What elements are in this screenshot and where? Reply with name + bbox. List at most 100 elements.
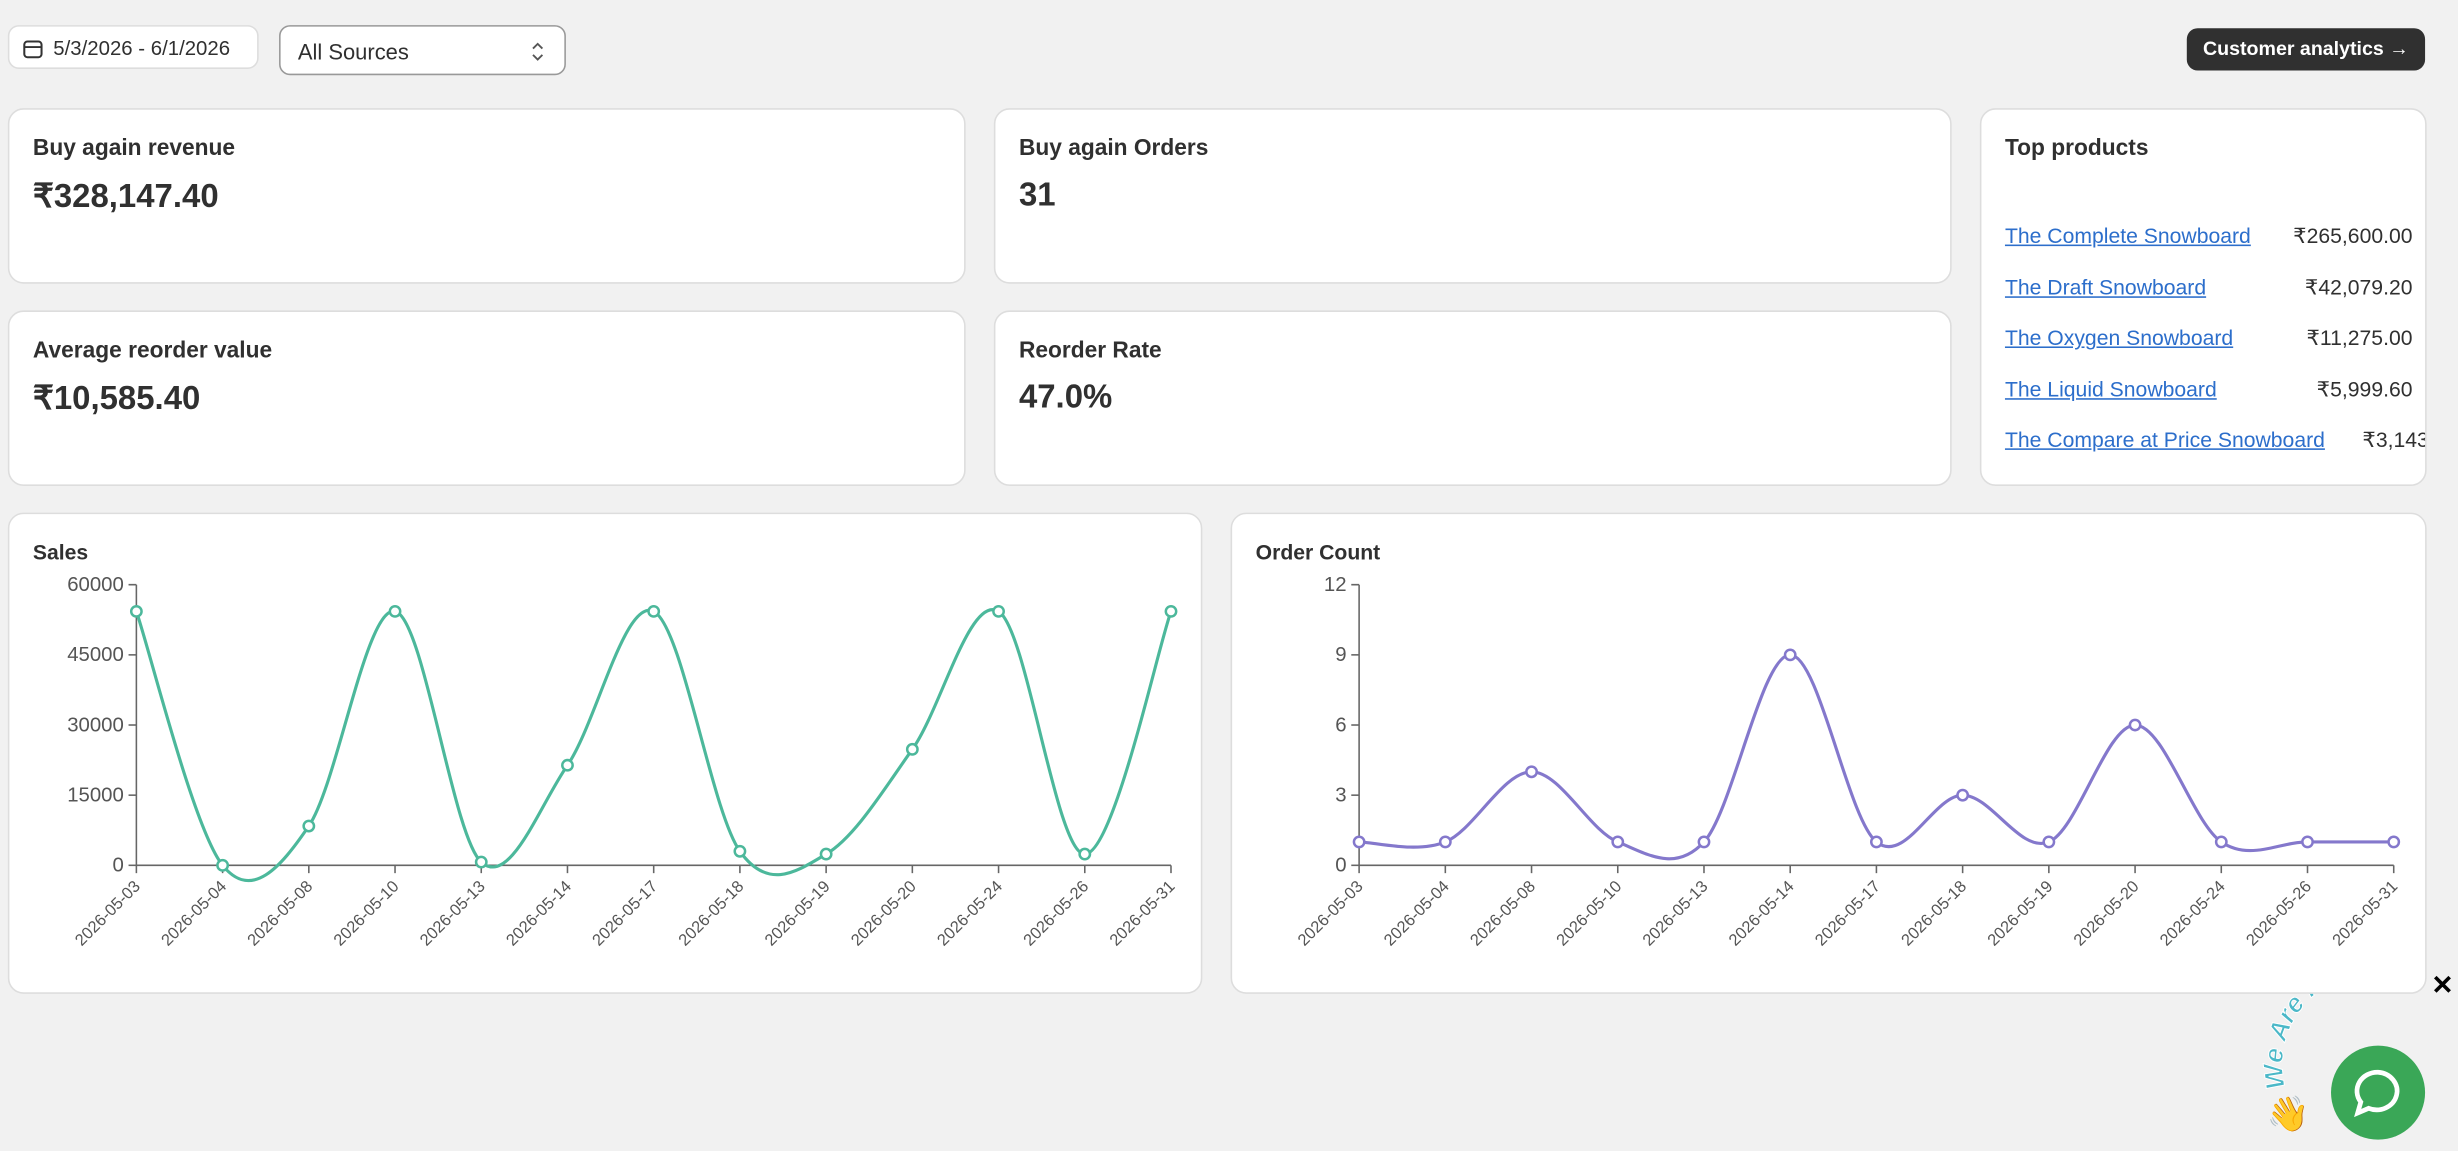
date-range: 5/3/2026 - 6/1/2026	[53, 36, 231, 60]
point	[1869, 835, 1883, 849]
source-label: All Sources	[297, 39, 409, 65]
metric-card: Average reorder value ₹10,585.40	[7, 310, 966, 486]
product-link[interactable]: The Draft Snowboard	[2004, 275, 2207, 299]
x-tick-label: 2026-05-20	[2070, 877, 2142, 949]
top-products-card: Top products The Complete Snowboard ₹265,…	[1979, 108, 2427, 486]
product-link[interactable]: The Complete Snowboard	[2004, 224, 2251, 248]
product-revenue: ₹265,600.00	[2293, 224, 2413, 248]
customer-analytics-button[interactable]: Customer analytics →	[2186, 28, 2426, 71]
product-link[interactable]: The Liquid Snowboard	[2004, 377, 2217, 401]
x-tick-label: 2026-05-26	[2243, 877, 2315, 949]
x-tick-label: 2026-05-14	[1726, 877, 1798, 949]
metric-value: 31	[1018, 177, 1056, 214]
point	[2042, 835, 2056, 849]
y-tick-label: 3	[1335, 784, 1346, 806]
point	[2301, 835, 2314, 849]
x-tick-label: 2026-05-13	[417, 877, 489, 949]
x-tick-label: 2026-05-31	[2329, 877, 2401, 949]
product-link[interactable]: The Compare at Price Snowboard	[2004, 428, 2325, 453]
chart-card: Sales 0 15000 30000 45000 60000 2026-05-03 2026…	[7, 512, 1203, 994]
product-link[interactable]: The Oxygen Snowboard	[2004, 326, 2234, 350]
y-tick-label: 12	[1324, 574, 1347, 596]
point	[1438, 835, 1452, 849]
product-revenue: ₹3,143	[2362, 428, 2427, 453]
x-tick-label: 2026-05-13	[1639, 877, 1711, 949]
line	[1359, 653, 2394, 861]
point	[1078, 847, 1092, 861]
point	[302, 819, 316, 833]
x-tick-label: 2026-05-08	[244, 877, 316, 949]
chat-widget[interactable]: We Are Here! 👋	[2254, 994, 2458, 1151]
metric-card: Reorder Rate 47.0%	[993, 310, 1952, 486]
point	[647, 604, 661, 618]
chart-title: Order Count	[1256, 542, 1381, 565]
x-tick-label: 2026-05-26	[1020, 877, 1092, 949]
product-revenue: ₹42,079.20	[2304, 275, 2413, 299]
point	[905, 742, 919, 756]
x-tick-label: 2026-05-10	[330, 877, 402, 949]
y-tick-label: 0	[1335, 855, 1346, 877]
point	[129, 604, 143, 618]
x-tick-label: 2026-05-03	[72, 877, 144, 949]
x-tick-label: 2026-05-04	[158, 877, 230, 949]
point	[1783, 648, 1797, 662]
y-tick-label: 15000	[67, 784, 124, 806]
chart-card: Order Count 0 3 6 9 12 2026-05-03 2026-05-04 202…	[1230, 512, 2427, 994]
x-tick-label: 2026-05-24	[2157, 877, 2229, 949]
calendar-icon	[23, 40, 43, 59]
chat-icon	[2354, 1069, 2400, 1118]
point	[992, 604, 1005, 618]
metric-label: Average reorder value	[32, 338, 273, 364]
date-picker[interactable]: 5/3/2026 - 6/1/2026	[7, 25, 259, 69]
y-tick-label: 45000	[67, 644, 124, 666]
x-tick-label: 2026-05-17	[1812, 877, 1884, 949]
point	[216, 858, 230, 872]
x-tick-label: 2026-05-03	[1294, 877, 1366, 949]
point	[388, 604, 402, 618]
point	[474, 855, 488, 869]
point	[2214, 835, 2228, 849]
x-tick-label: 2026-05-18	[1898, 877, 1970, 949]
chat-button[interactable]	[2331, 1045, 2426, 1140]
x-tick-label: 2026-05-04	[1381, 877, 1453, 949]
source-select[interactable]: All Sources	[279, 25, 566, 76]
metric-label: Reorder Rate	[1018, 338, 1162, 364]
point	[1164, 604, 1178, 618]
metric-value: 47.0%	[1018, 379, 1113, 416]
point	[1956, 788, 1970, 802]
metric-label: Buy again Orders	[1018, 136, 1209, 162]
point	[1611, 835, 1625, 849]
y-tick-label: 6	[1335, 714, 1346, 736]
point	[2128, 718, 2142, 732]
metric-value: ₹328,147.40	[32, 178, 219, 215]
y-tick-label: 9	[1335, 644, 1346, 666]
point	[1697, 835, 1711, 849]
metric-card: Buy again Orders 31	[993, 108, 1952, 284]
y-tick-label: 60000	[67, 574, 124, 596]
metric-label: Buy again revenue	[32, 136, 236, 162]
x-tick-label: 2026-05-20	[848, 877, 920, 949]
point	[1352, 835, 1366, 849]
point	[2387, 835, 2401, 849]
product-revenue: ₹11,275.00	[2306, 326, 2413, 350]
x-tick-label: 2026-05-24	[934, 877, 1006, 949]
x-tick-label: 2026-05-19	[1984, 877, 2056, 949]
point	[1525, 765, 1538, 779]
wave-icon: 👋	[2267, 1095, 2310, 1135]
x-tick-label: 2026-05-10	[1553, 877, 1625, 949]
point	[733, 844, 747, 858]
y-tick-label: 0	[113, 855, 124, 877]
metric-value: ₹10,585.40	[32, 380, 201, 417]
x-tick-label: 2026-05-18	[675, 877, 747, 949]
close-chat[interactable]: ✕	[2431, 970, 2454, 1001]
x-tick-label: 2026-05-08	[1467, 877, 1539, 949]
x-tick-label: 2026-05-31	[1106, 877, 1178, 949]
select-arrows	[532, 42, 544, 61]
top-products-title: Top products	[2004, 136, 2149, 162]
metric-card: Buy again revenue ₹328,147.40	[7, 108, 966, 284]
product-revenue: ₹5,999.60	[2316, 377, 2413, 401]
